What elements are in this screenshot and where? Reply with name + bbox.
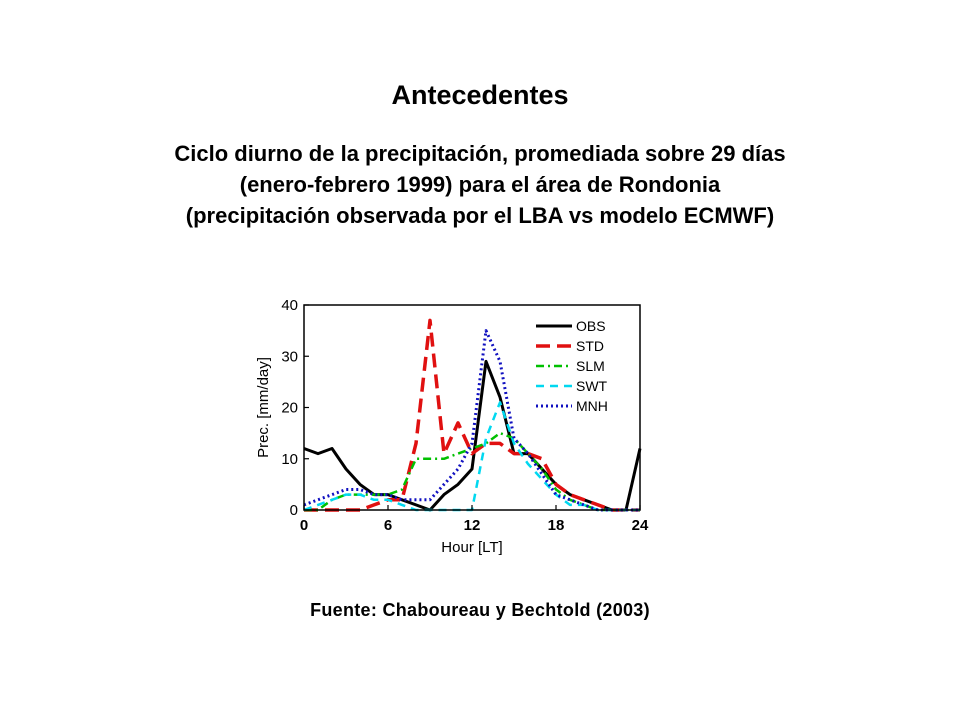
y-axis-label: Prec. [mm/day] (255, 357, 272, 458)
x-tick-label: 18 (548, 517, 565, 534)
series-line-mnh (303, 329, 640, 512)
slide-subtitle: Ciclo diurno de la precipitación, promed… (60, 138, 900, 231)
legend-label-std: STD (576, 338, 604, 354)
chart-legend: OBS STD SLM SWT MNH (536, 318, 608, 414)
legend-label-swt: SWT (576, 378, 608, 394)
x-tick-label: 0 (300, 517, 308, 534)
slide-title: Antecedentes (391, 80, 569, 110)
y-tick-label: 20 (281, 400, 298, 417)
y-tick-label: 30 (281, 348, 298, 365)
legend-label-obs: OBS (576, 318, 606, 334)
x-tick-label: 12 (464, 517, 481, 534)
x-axis-label: Hour [LT] (441, 539, 502, 555)
subtitle-line-1: Ciclo diurno de la precipitación, promed… (174, 141, 786, 166)
legend-label-mnh: MNH (576, 398, 608, 414)
y-tick-label: 0 (290, 502, 298, 519)
precipitation-chart: 0 6 12 18 24 0 10 20 30 40 OBS STD SLM SWT MNH Hour [… (255, 297, 649, 555)
y-tick-label: 40 (281, 297, 298, 314)
chart-container: 0 6 12 18 24 0 10 20 30 40 OBS STD SLM SWT MNH Hour [… (240, 290, 660, 555)
subtitle-line-2: (enero-febrero 1999) para el área de Ron… (239, 172, 721, 197)
source-caption: Fuente: Chaboureau y Bechtold (2003) (310, 600, 650, 620)
subtitle-line-3: (precipitación observada por el LBA vs m… (185, 203, 775, 228)
x-tick-label: 24 (632, 517, 649, 534)
y-tick-label: 10 (281, 451, 298, 468)
x-tick-label: 6 (384, 517, 392, 534)
legend-label-slm: SLM (576, 358, 605, 374)
